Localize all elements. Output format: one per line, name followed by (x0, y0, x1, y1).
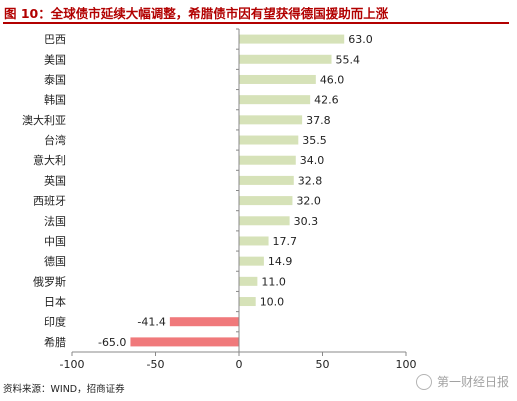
data-label: 37.8 (306, 114, 331, 127)
category-label: 德国 (44, 254, 66, 268)
chart-title: 图 10：全球债市延续大幅调整，希腊债市因有望获得德国援助而上涨 (4, 6, 389, 21)
data-label: -41.4 (137, 316, 165, 329)
watermark: 第一财经日报 (415, 373, 509, 390)
data-label: 63.0 (348, 33, 373, 46)
data-label: 46.0 (320, 73, 345, 86)
category-label: 希腊 (44, 335, 66, 349)
x-tick-label: 0 (236, 358, 243, 371)
category-label: 韩国 (44, 93, 66, 107)
category-label: 台湾 (44, 133, 66, 147)
data-label: 42.6 (314, 94, 339, 107)
wechat-icon (415, 373, 432, 390)
category-label: 日本 (44, 295, 66, 309)
bar (239, 155, 296, 165)
bar (239, 54, 332, 64)
bar (239, 175, 294, 185)
category-label: 意大利 (33, 153, 66, 167)
x-tick-label: 50 (316, 358, 330, 371)
data-label: 34.0 (300, 154, 325, 167)
bar (239, 196, 293, 206)
category-label: 俄罗斯 (33, 275, 66, 288)
data-label: 14.9 (268, 255, 293, 268)
category-label: 印度 (44, 315, 66, 329)
bar (130, 337, 239, 347)
title-underline (3, 22, 509, 24)
x-tick-label: -100 (60, 358, 85, 371)
watermark-text: 第一财经日报 (436, 375, 509, 389)
bar (239, 297, 256, 307)
source-note: 资料来源：WIND，招商证券 (3, 384, 125, 395)
bar (239, 115, 303, 125)
category-label: 中国 (44, 235, 66, 248)
bar (169, 317, 239, 327)
bar (239, 276, 258, 286)
data-label: 32.0 (296, 195, 321, 208)
category-label: 澳大利亚 (22, 113, 66, 127)
bar (239, 74, 316, 84)
data-label: 32.8 (298, 174, 323, 187)
category-label: 法国 (44, 214, 66, 228)
category-label: 英国 (44, 173, 66, 187)
bar (239, 34, 345, 44)
bar (239, 256, 264, 266)
bar (239, 236, 269, 246)
bar (239, 216, 290, 226)
category-label: 西班牙 (33, 195, 66, 208)
data-label: -65.0 (98, 336, 126, 349)
data-label: 17.7 (273, 235, 298, 248)
data-label: 11.0 (261, 275, 286, 288)
bar (239, 135, 299, 145)
category-label: 美国 (44, 53, 66, 66)
category-label: 巴西 (44, 33, 66, 46)
data-label: 10.0 (260, 296, 285, 309)
bar (239, 95, 311, 105)
data-label: 55.4 (336, 53, 361, 66)
data-label: 35.5 (302, 134, 327, 147)
x-tick-label: -50 (147, 358, 165, 371)
data-label: 30.3 (294, 215, 319, 228)
x-tick-label: 100 (396, 358, 417, 371)
category-label: 泰国 (44, 72, 66, 86)
